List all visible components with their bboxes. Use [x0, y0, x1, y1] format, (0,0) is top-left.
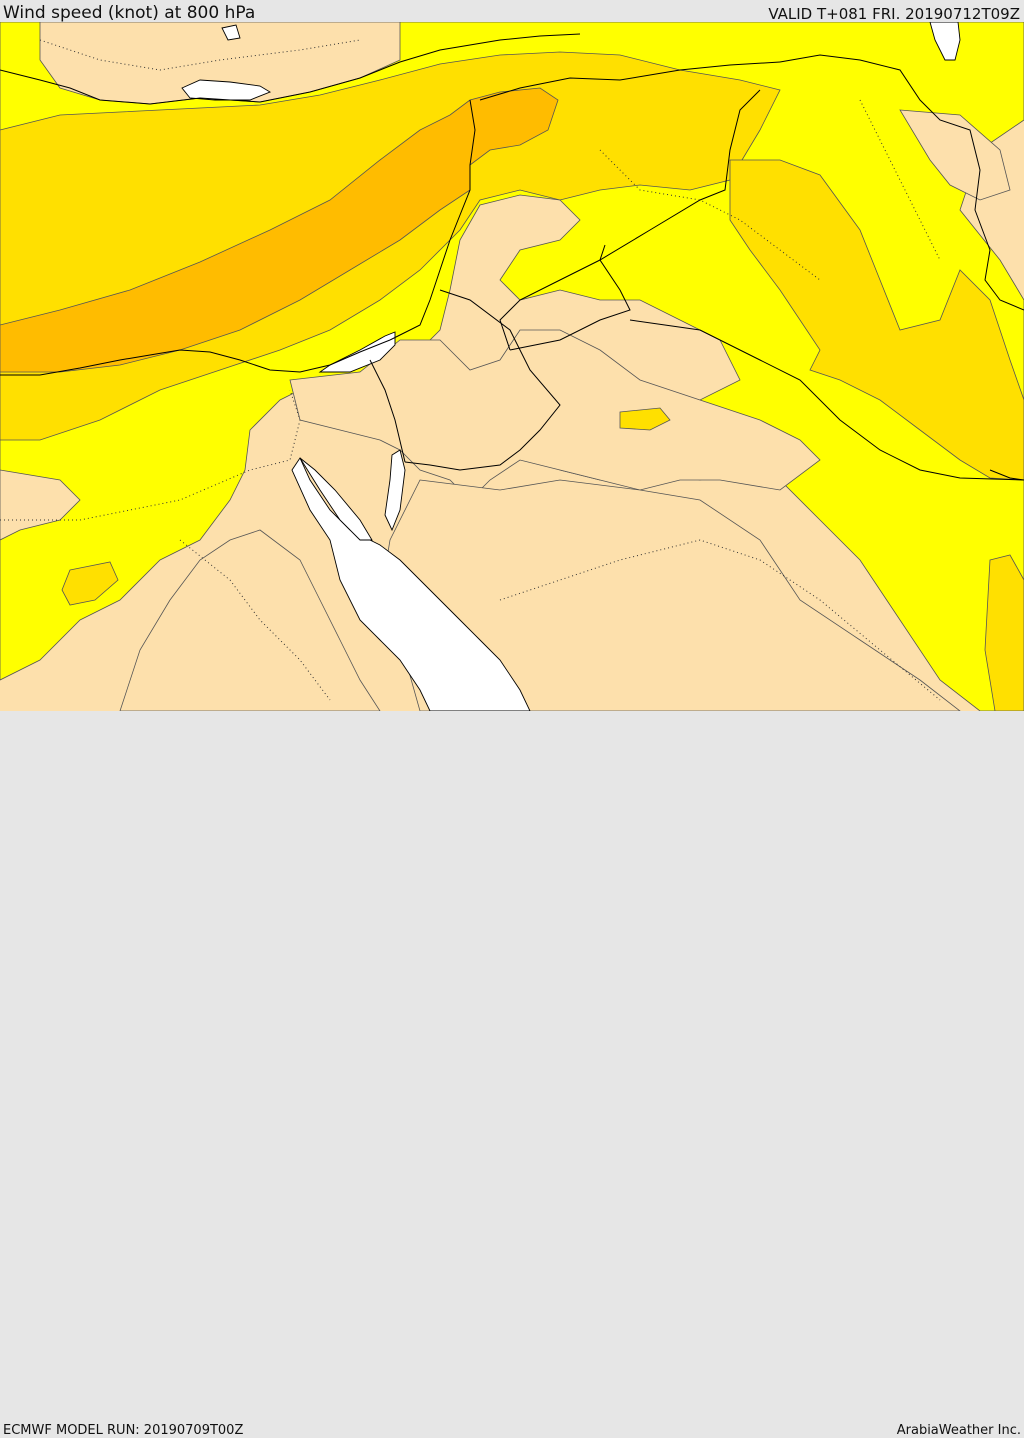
egypt-low-wind — [119, 529, 381, 711]
credit-label: ArabiaWeather Inc. — [896, 1423, 1021, 1438]
speed-band-moderate-spot2 — [61, 561, 119, 606]
valid-time: VALID T+081 FRI. 20190712T09Z — [768, 5, 1020, 23]
gulf-of-aqaba — [384, 449, 406, 532]
gulf-of-suez — [299, 457, 373, 541]
coastline-turkey — [0, 33, 581, 105]
wind-speed-map — [0, 22, 1024, 711]
border-solid-syria-iraq — [479, 61, 781, 101]
border-dotted-1 — [0, 389, 301, 521]
footer-bar: ECMWF MODEL RUN: 20190709T00Z ArabiaWeat… — [0, 711, 1024, 1437]
arabia-low-wind — [289, 329, 821, 501]
coastline-persian-gulf — [989, 469, 1024, 481]
border-solid-iran — [779, 54, 1024, 311]
border-dotted-3 — [499, 539, 941, 701]
header-bar: Wind speed (knot) at 800 hPa VALID T+081… — [0, 0, 1024, 22]
caucasus-low-wind — [899, 109, 1011, 201]
border-solid-saudi-jordan — [404, 289, 561, 471]
speed-band-moderate-east — [984, 554, 1024, 711]
caspian-white — [929, 22, 961, 61]
coastline-levant — [389, 99, 476, 341]
border-dotted-5 — [39, 39, 361, 71]
border-solid-saudi-iraq — [629, 319, 1024, 481]
eastern-med-coast-white — [318, 331, 396, 373]
coastline-egypt — [0, 339, 391, 376]
model-run-label: ECMWF MODEL RUN: 20190709T00Z — [3, 1423, 244, 1438]
border-dotted-4 — [599, 149, 821, 281]
border-solid-jordan — [509, 244, 631, 351]
lake-white — [221, 24, 241, 41]
speed-band-high-jet — [0, 87, 559, 373]
map-title: Wind speed (knot) at 800 hPa — [3, 3, 256, 23]
border-solid-iraq-west — [499, 89, 761, 351]
map-canvas — [0, 22, 1024, 711]
speed-band-moderate-spot — [619, 407, 671, 431]
border-solid-sinai — [369, 359, 406, 463]
